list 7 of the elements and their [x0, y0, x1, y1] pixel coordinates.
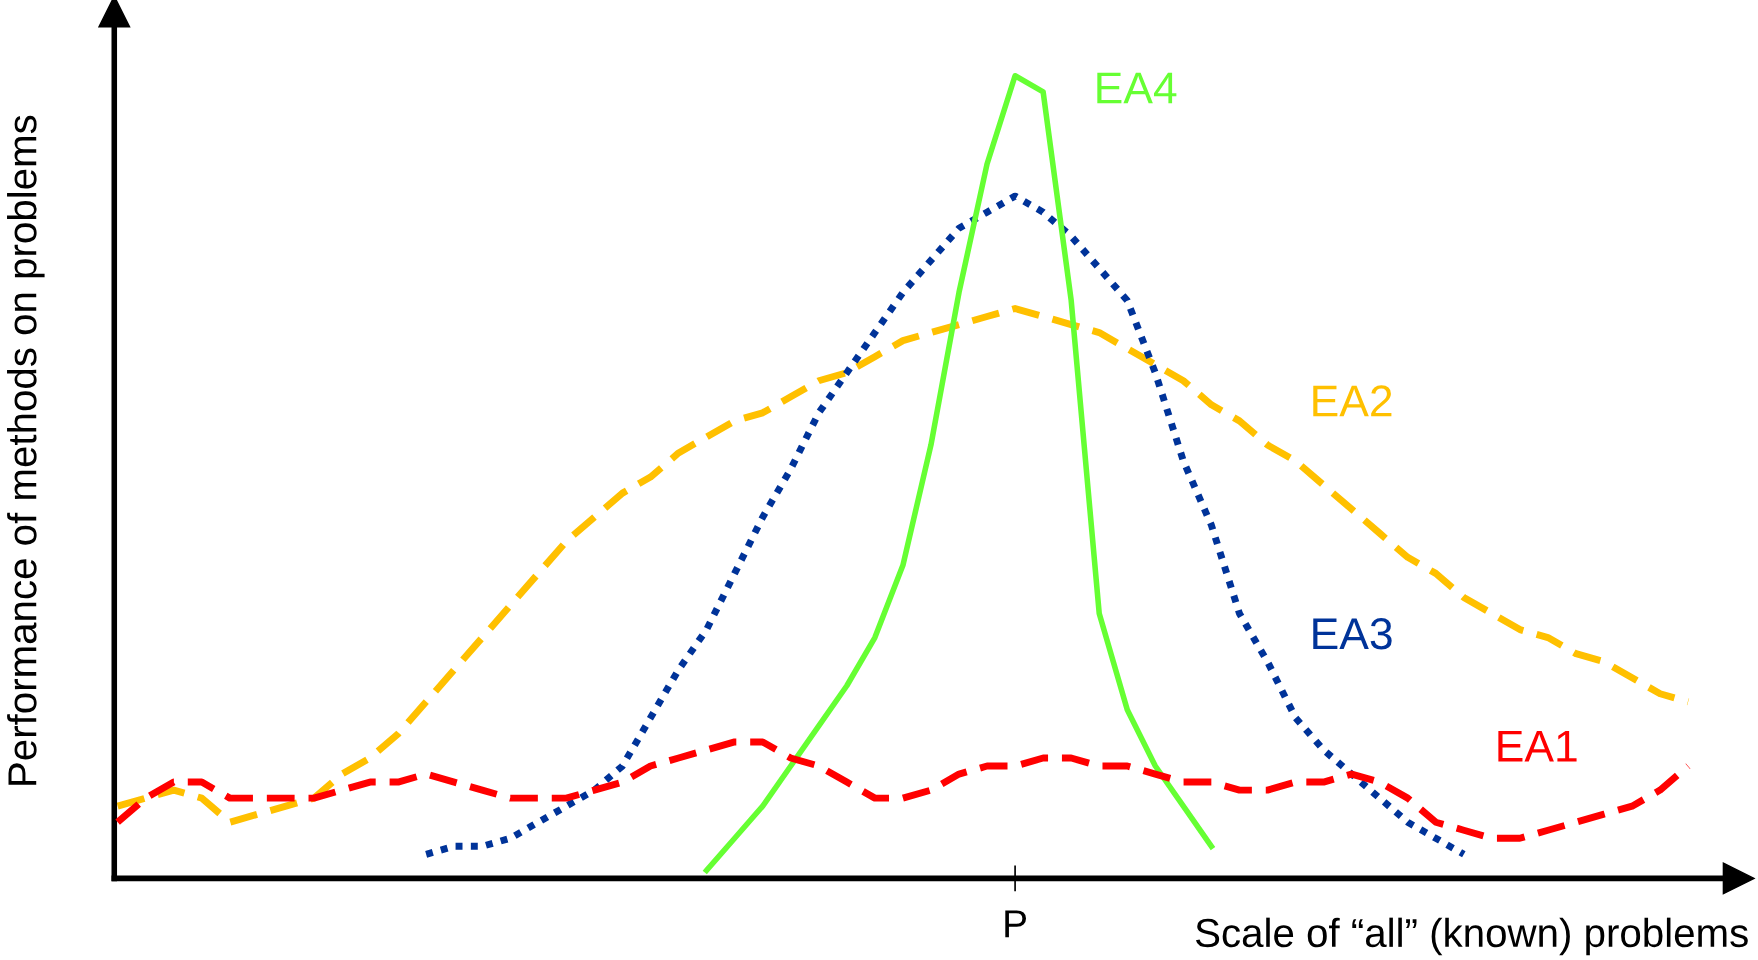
series-label: EA3 — [1313, 618, 1392, 650]
series-label: EA1 — [1498, 730, 1577, 762]
y-axis-title: Performance of methods on problems — [7, 115, 45, 785]
x-axis-title: Scale of “all” (known) problems — [1195, 917, 1748, 956]
series-label: EA2 — [1313, 385, 1392, 417]
series-label: EA4 — [1097, 72, 1177, 104]
text: P — [1005, 910, 1027, 938]
